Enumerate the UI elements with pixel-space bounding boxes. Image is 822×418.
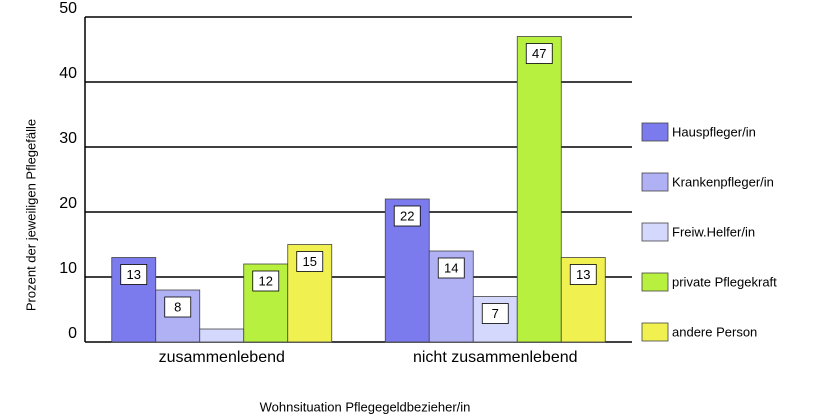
- legend-label: andere Person: [672, 324, 757, 339]
- data-label: 12: [259, 273, 273, 288]
- data-label: 8: [174, 299, 181, 314]
- x-tick-label: nicht zusammenlebend: [413, 349, 578, 366]
- y-tick-label: 30: [59, 130, 77, 147]
- legend-label: Hauspfleger/in: [672, 124, 756, 139]
- y-tick-label: 50: [59, 0, 77, 17]
- label-box: [164, 296, 192, 318]
- x-axis-title: Wohnsituation Pflegegeldbezieher/in: [260, 399, 471, 414]
- label-box: [569, 264, 597, 285]
- label-box: [252, 270, 280, 292]
- data-label: 22: [400, 208, 414, 223]
- bar: [516, 36, 562, 343]
- data-label: 14: [444, 260, 458, 275]
- legend-swatch: [641, 272, 669, 292]
- label-box: [296, 251, 324, 272]
- legend-label: Krankenpfleger/in: [672, 174, 774, 189]
- label-box: [437, 257, 465, 279]
- y-axis-title: Prozent der jeweiligen Pflegefälle: [23, 119, 38, 311]
- data-label: 13: [127, 267, 141, 282]
- data-label: 7: [492, 306, 499, 321]
- label-box: [481, 303, 509, 324]
- label-box: [525, 43, 553, 64]
- legend-label: Freiw.Helfer/in: [672, 224, 755, 239]
- label-box: [120, 264, 148, 285]
- data-label: 13: [576, 267, 590, 282]
- y-tick-label: 0: [68, 325, 77, 342]
- legend-swatch: [641, 222, 669, 242]
- legend-swatch: [641, 172, 669, 192]
- y-tick-label: 10: [59, 260, 77, 277]
- label-box: [393, 205, 421, 227]
- data-label: 15: [303, 254, 317, 269]
- bar: [199, 328, 245, 343]
- x-tick-label: zusammenlebend: [159, 349, 285, 366]
- legend-swatch: [641, 322, 669, 342]
- legend-swatch: [641, 122, 669, 142]
- y-tick-label: 20: [59, 195, 77, 212]
- data-label: 47: [532, 46, 546, 61]
- y-tick-label: 40: [59, 65, 77, 82]
- legend-label: private Pflegekraft: [672, 274, 777, 289]
